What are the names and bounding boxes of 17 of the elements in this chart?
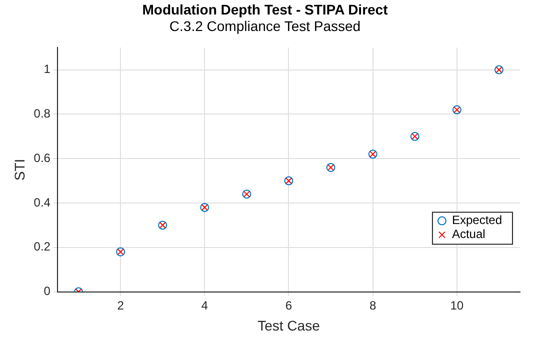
x-tick-label: 10 (450, 298, 464, 312)
y-tick-label: 1 (44, 62, 51, 76)
chart-title: Modulation Depth Test - STIPA Direct (142, 1, 388, 18)
legend-label: Expected (452, 213, 502, 228)
legend-label: Actual (452, 227, 486, 242)
chart-subtitle: C.3.2 Compliance Test Passed (169, 18, 361, 34)
x-tick-label: 6 (285, 298, 292, 312)
x-tick-label: 4 (201, 298, 208, 312)
x-axis-title: Test Case (258, 317, 320, 334)
y-tick-label: 0.2 (34, 240, 51, 254)
y-tick-label: 0.8 (34, 106, 51, 121)
y-tick-label: 0.6 (34, 150, 51, 165)
y-tick-label: 0 (44, 284, 51, 298)
y-axis-title: STI (11, 158, 28, 181)
x-tick-label: 8 (369, 298, 376, 312)
y-tick-label: 0.4 (34, 195, 51, 210)
x-tick-label: 2 (117, 298, 124, 312)
